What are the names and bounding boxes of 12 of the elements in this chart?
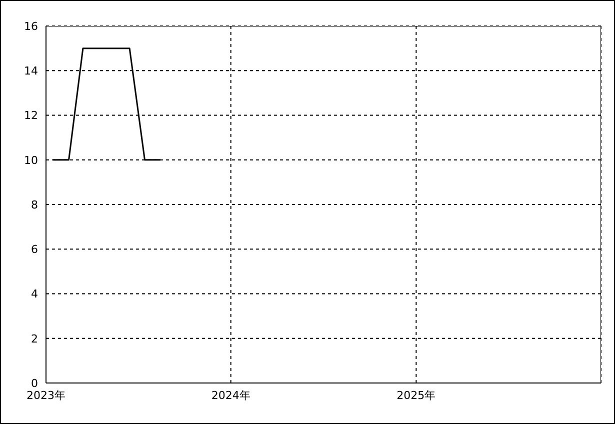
y-tick-label: 2 bbox=[31, 332, 38, 346]
y-tick-label: 10 bbox=[24, 154, 38, 167]
x-tick-label: 2024年 bbox=[211, 388, 250, 402]
x-tick-label: 2023年 bbox=[26, 388, 66, 402]
x-tick-label: 2025年 bbox=[396, 388, 436, 402]
y-tick-label: 6 bbox=[31, 243, 38, 256]
y-tick-label: 16 bbox=[24, 20, 38, 33]
y-tick-label: 12 bbox=[24, 109, 38, 122]
y-tick-label: 4 bbox=[31, 288, 38, 301]
y-tick-label: 0 bbox=[31, 376, 38, 390]
y-tick-label: 14 bbox=[24, 64, 38, 78]
y-tick-label: 8 bbox=[31, 198, 38, 212]
